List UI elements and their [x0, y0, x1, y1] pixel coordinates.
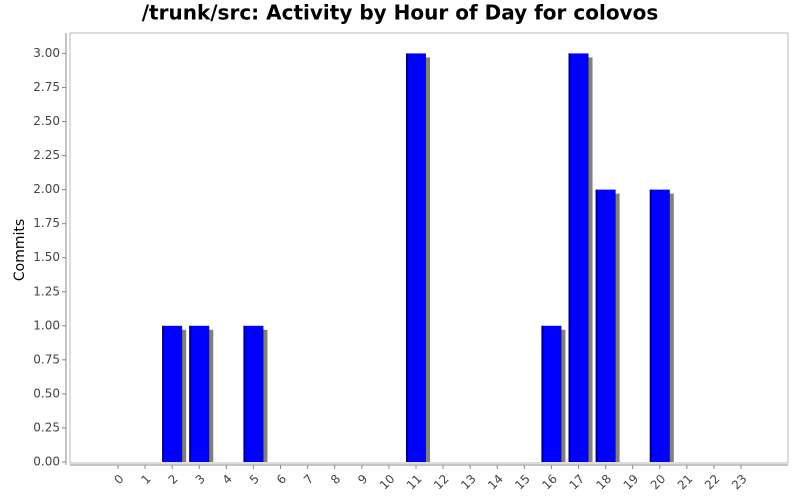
x-tick-label: 10 [377, 472, 398, 493]
bar [243, 325, 264, 462]
bar [649, 189, 670, 462]
y-tick-label: 0.00 [33, 455, 60, 469]
bar [568, 53, 589, 463]
x-tick-label: 7 [301, 472, 316, 487]
x-tick-label: 11 [404, 472, 425, 493]
x-tick-label: 19 [621, 472, 642, 493]
bar-edge [162, 325, 165, 462]
chart-title: /trunk/src: Activity by Hour of Day for … [142, 1, 658, 25]
x-tick-label: 17 [566, 472, 587, 493]
bar-edge [568, 53, 571, 463]
x-tick-label: 23 [729, 472, 750, 493]
bar-edge [405, 53, 408, 463]
x-tick-label: 16 [539, 472, 560, 493]
y-tick-label: 0.75 [33, 352, 60, 366]
y-tick-label: 2.25 [33, 148, 60, 162]
bar-edge [541, 325, 544, 462]
y-axis-title: Commits [12, 219, 28, 281]
x-tick-label: 14 [485, 472, 506, 493]
x-tick-label: 22 [702, 472, 723, 493]
x-tick-label: 8 [328, 472, 343, 487]
bar-edge [243, 325, 246, 462]
y-tick-label: 0.50 [33, 386, 60, 400]
y-tick-label: 2.75 [33, 80, 60, 94]
x-tick-label: 18 [594, 472, 615, 493]
bar [189, 325, 210, 462]
x-tick-label: 12 [431, 472, 452, 493]
x-tick-label: 1 [138, 472, 153, 487]
bar-edge [595, 189, 598, 462]
bar-edge [189, 325, 192, 462]
x-tick-label: 13 [458, 472, 479, 493]
y-tick-label: 1.50 [33, 250, 60, 264]
bar [541, 325, 562, 462]
y-tick-label: 1.25 [33, 284, 60, 298]
bar [162, 325, 183, 462]
y-tick-label: 1.75 [33, 216, 60, 230]
x-tick-label: 15 [512, 472, 533, 493]
x-tick-label: 4 [220, 472, 235, 487]
y-tick-label: 2.50 [33, 114, 60, 128]
x-tick-label: 6 [274, 472, 289, 487]
bar-edge [649, 189, 652, 462]
y-tick-label: 2.00 [33, 182, 60, 196]
x-tick-label: 21 [675, 472, 696, 493]
bar [405, 53, 426, 463]
y-tick-label: 3.00 [33, 46, 60, 60]
x-tick-label: 0 [111, 472, 126, 487]
x-tick-label: 20 [648, 472, 669, 493]
x-tick-label: 5 [247, 472, 262, 487]
y-tick-label: 0.25 [33, 420, 60, 434]
x-tick-label: 3 [193, 472, 208, 487]
x-tick-label: 2 [165, 472, 180, 487]
x-tick-label: 9 [355, 472, 370, 487]
bar [595, 189, 616, 462]
y-tick-label: 1.00 [33, 318, 60, 332]
